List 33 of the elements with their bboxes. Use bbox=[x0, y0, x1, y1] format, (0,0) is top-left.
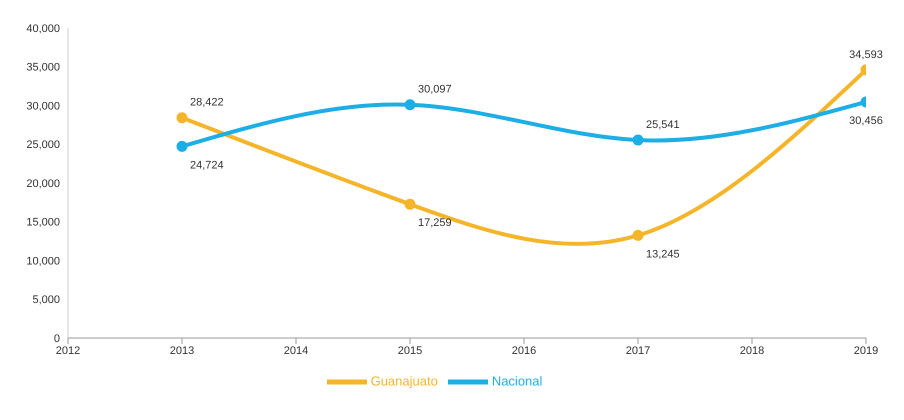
x-tick-label: 2018 bbox=[740, 344, 764, 357]
data-label: 28,422 bbox=[190, 96, 224, 109]
y-tick-label: 5,000 bbox=[32, 294, 60, 306]
y-tick-label: 15,000 bbox=[26, 216, 60, 229]
data-label: 17,259 bbox=[418, 217, 452, 230]
x-tick-label: 2015 bbox=[398, 344, 422, 357]
y-tick-label: 20,000 bbox=[26, 178, 60, 190]
x-tick-label: 2019 bbox=[854, 344, 878, 357]
point bbox=[632, 134, 644, 146]
x-tick-label: 2016 bbox=[512, 344, 536, 357]
data-label: 13,245 bbox=[646, 248, 680, 260]
point bbox=[176, 112, 188, 124]
point bbox=[632, 230, 644, 241]
data-label: 24,724 bbox=[190, 159, 224, 172]
point bbox=[404, 198, 416, 210]
data-label: 30,456 bbox=[849, 114, 883, 127]
y-tick-label: 30,000 bbox=[26, 100, 60, 112]
legend-label: Nacional bbox=[492, 373, 542, 388]
point bbox=[404, 99, 416, 110]
x-tick-label: 2014 bbox=[284, 344, 308, 357]
y-tick-label: 40,000 bbox=[26, 22, 60, 35]
x-tick-label: 2013 bbox=[170, 344, 194, 357]
y-tick-label: 35,000 bbox=[26, 62, 60, 74]
data-label: 34,593 bbox=[849, 48, 883, 61]
y-tick-label: 25,000 bbox=[26, 139, 60, 152]
point bbox=[176, 140, 188, 152]
data-label: 25,541 bbox=[646, 119, 680, 132]
y-tick-label: 0 bbox=[54, 332, 60, 345]
y-tick-label: 10,000 bbox=[26, 255, 60, 268]
data-label: 30,097 bbox=[418, 84, 452, 96]
x-tick-label: 2017 bbox=[626, 344, 650, 357]
legend-label: Guanajuato bbox=[370, 373, 438, 388]
x-tick-label: 2012 bbox=[56, 344, 80, 357]
